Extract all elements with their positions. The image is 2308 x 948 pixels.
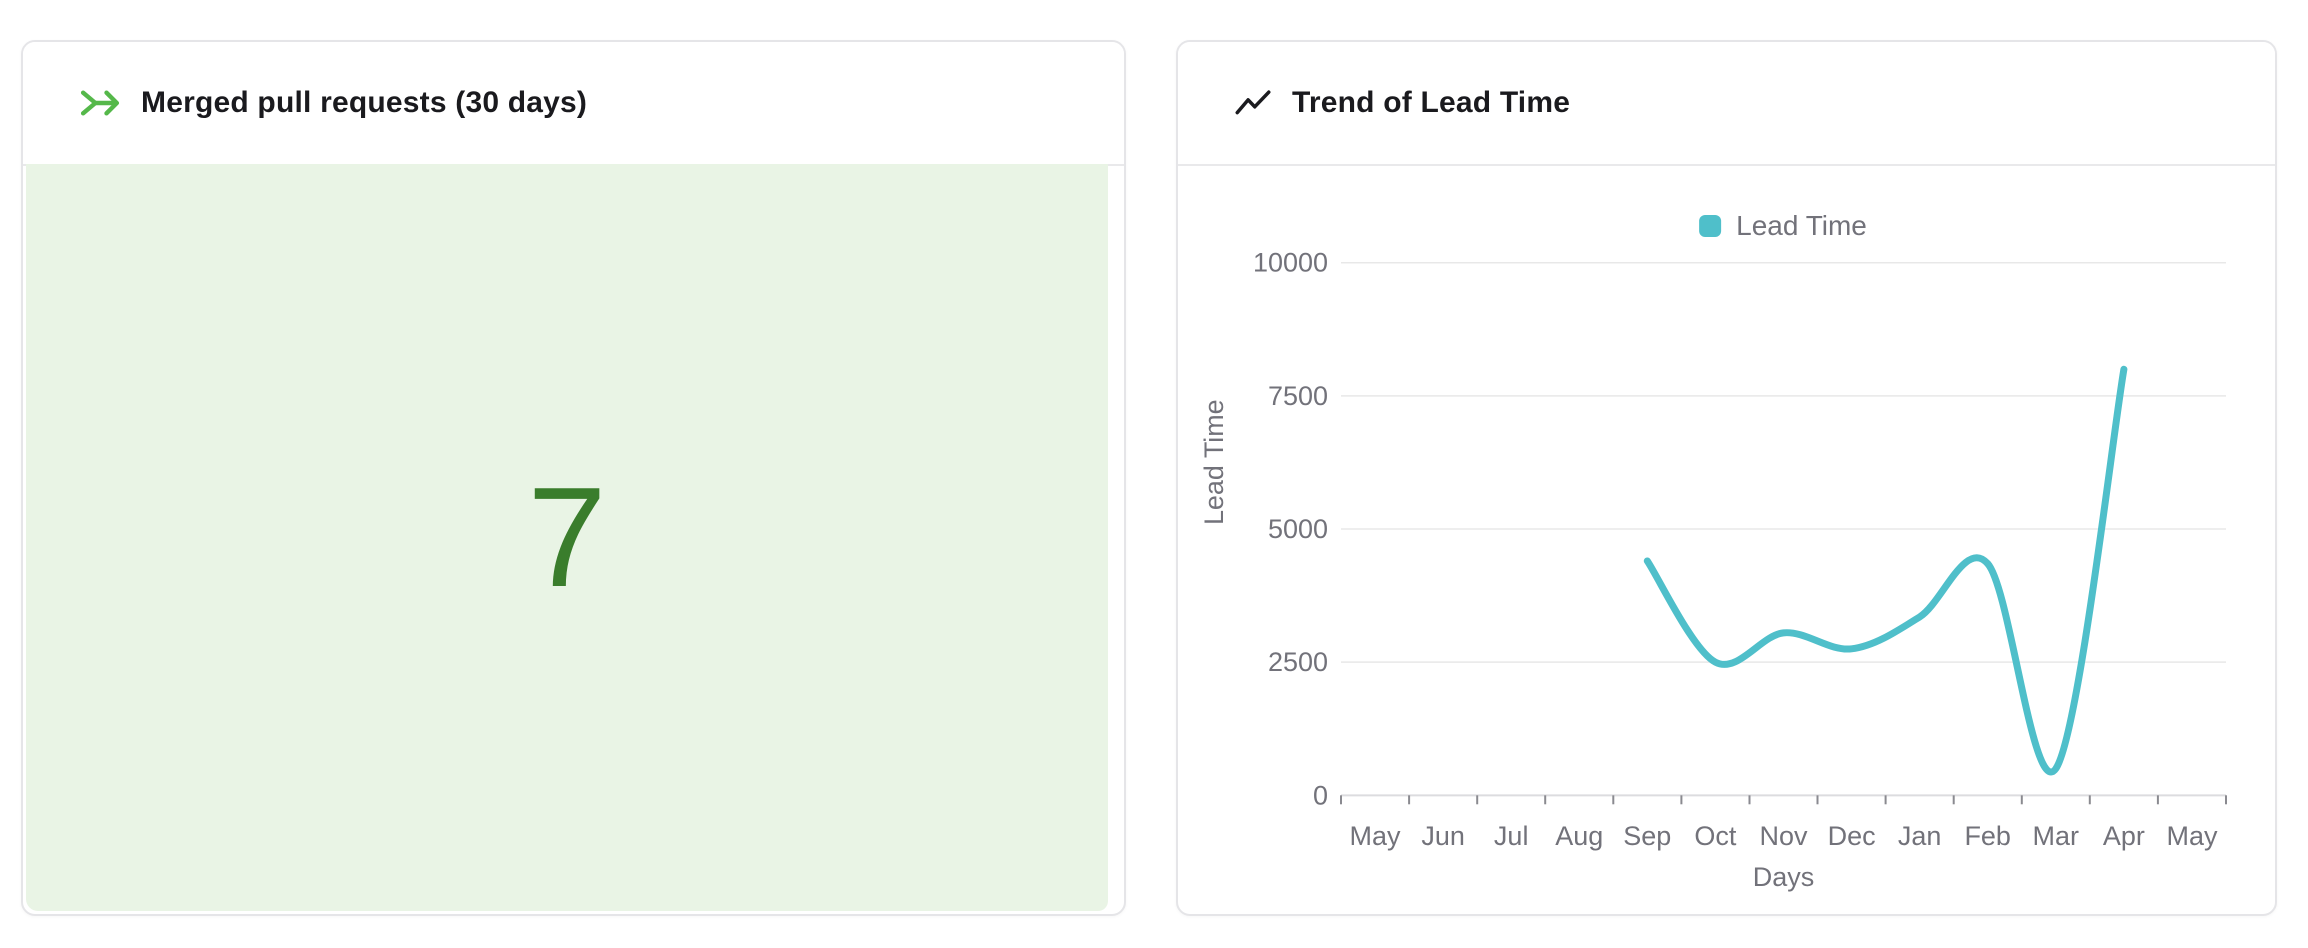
legend-swatch [1699,215,1722,237]
x-tick-label-7: Dec [1828,821,1876,851]
merged-pr-card-header: Merged pull requests (30 days) [23,42,1124,166]
lead-time-chart: Lead Time 0 2500 5000 7500 10000 May Jun Jul Aug… [1178,166,2275,914]
x-axis-title: Days [1753,862,1815,892]
series-line-Lead Time [1643,365,2128,776]
lead-time-card: Trend of Lead Time Lead Time 0 2500 5000 75… [1176,40,2277,916]
legend-label: Lead Time [1736,210,1867,241]
merge-icon [80,90,120,116]
merged-pr-value-panel: 7 [26,164,1108,911]
y-tick-label-0: 0 [1313,780,1328,810]
chart-legend[interactable]: Lead Time [1699,210,1867,242]
merged-pr-title: Merged pull requests (30 days) [141,86,588,119]
x-tick-label-9: Feb [1964,821,2011,851]
x-tick-label-3: Aug [1555,821,1603,851]
y-tick-label-2500: 2500 [1268,647,1328,677]
y-tick-label-5000: 5000 [1268,514,1328,544]
x-tick-label-5: Oct [1694,821,1736,851]
y-axis-title: Lead Time [1199,399,1229,525]
merged-pr-count: 7 [527,457,607,617]
trend-up-icon [1235,90,1271,115]
x-tick-label-1: Jun [1421,821,1465,851]
merged-pr-card: Merged pull requests (30 days) 7 [21,40,1126,916]
trend-up-icon-line [1235,90,1271,115]
lead-time-card-header: Trend of Lead Time [1178,42,2275,166]
x-tick-label-4: Sep [1623,821,1671,851]
y-tick-label-7500: 7500 [1268,381,1328,411]
x-tick-label-8: Jan [1898,821,1942,851]
x-tick-label-6: Nov [1759,821,1808,851]
x-tick-label-12: May [2167,821,2219,851]
y-tick-label-10000: 10000 [1253,248,1328,278]
x-tick-label-10: Mar [2033,821,2080,851]
merge-icon-arrowhead [104,90,120,116]
x-tick-label-0: May [1350,821,1402,851]
x-tick-label-11: Apr [2103,821,2145,851]
lead-time-chart-svg: 0 2500 5000 7500 10000 May Jun Jul Aug Sep Oct Nov D… [1199,248,2227,892]
lead-time-title: Trend of Lead Time [1292,86,1571,119]
x-tick-label-2: Jul [1494,821,1529,851]
